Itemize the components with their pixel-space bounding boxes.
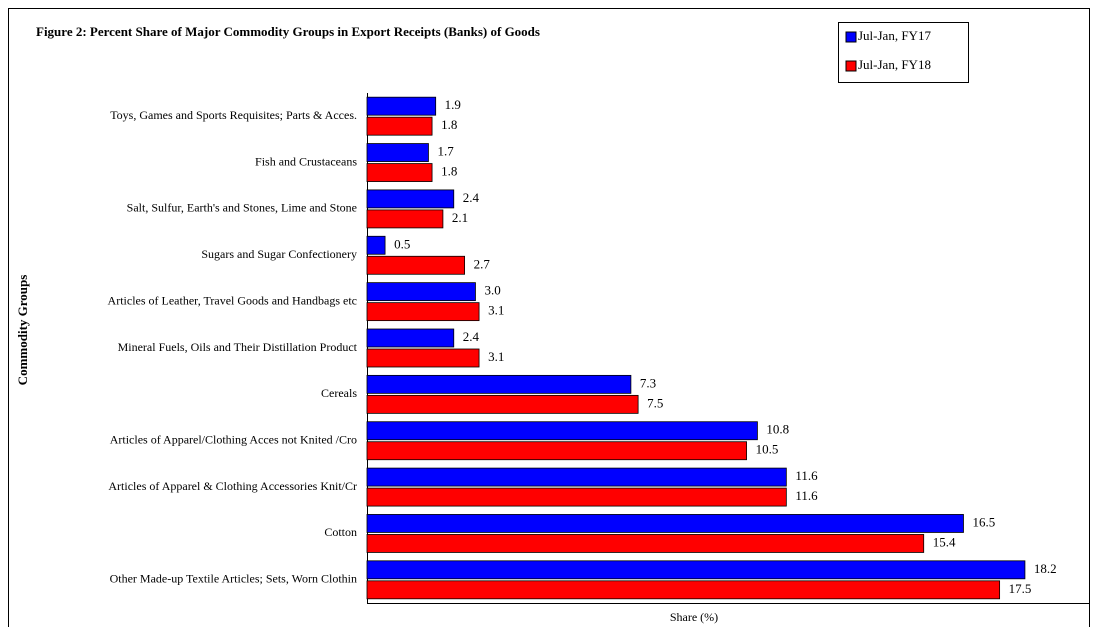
data-label: 1.9 — [445, 97, 461, 112]
y-tick-label: Articles of Apparel & Clothing Accessori… — [108, 479, 357, 493]
data-label: 3.1 — [488, 303, 504, 318]
bar — [366, 514, 964, 533]
y-tick-label: Other Made-up Textile Articles; Sets, Wo… — [110, 572, 357, 586]
bar — [366, 441, 747, 461]
data-label: 1.8 — [441, 117, 457, 132]
bar — [366, 580, 1001, 600]
bar — [366, 467, 787, 487]
data-label: 10.8 — [766, 422, 789, 437]
y-tick-label: Cotton — [324, 525, 357, 539]
data-label: 1.8 — [441, 164, 457, 179]
data-label: 15.4 — [933, 534, 956, 549]
bar — [366, 96, 437, 116]
bar — [366, 348, 480, 368]
y-tick-label: Cereals — [321, 386, 357, 400]
bar — [366, 560, 1026, 580]
data-label: 10.5 — [756, 442, 779, 457]
data-label: 11.6 — [795, 488, 818, 503]
data-label: 3.0 — [484, 283, 500, 298]
y-tick-label: Toys, Games and Sports Requisites; Parts… — [110, 108, 357, 122]
data-label: 7.3 — [640, 375, 656, 390]
legend-label: Jul-Jan, FY18 — [858, 57, 931, 72]
data-label: 11.6 — [795, 468, 818, 483]
y-tick-label: Sugars and Sugar Confectionery — [201, 247, 357, 261]
bar — [366, 189, 455, 209]
data-label: 16.5 — [972, 514, 995, 529]
bar — [366, 394, 639, 414]
bar — [366, 163, 433, 182]
bar — [366, 143, 429, 162]
data-label: 7.5 — [647, 395, 663, 410]
bar — [366, 534, 925, 553]
data-label: 2.4 — [463, 190, 480, 205]
y-axis-label: Commodity Groups — [15, 275, 30, 386]
data-label: 2.4 — [463, 329, 480, 344]
data-label: 1.7 — [437, 144, 454, 159]
y-tick-label: Mineral Fuels, Oils and Their Distillati… — [118, 340, 358, 354]
y-tick-label: Fish and Crustaceans — [255, 154, 357, 168]
bar — [366, 302, 480, 322]
frame — [8, 8, 1090, 627]
legend-swatch — [845, 60, 857, 72]
bar — [366, 282, 476, 302]
bar — [366, 255, 466, 275]
y-tick-label: Salt, Sulfur, Earth's and Stones, Lime a… — [127, 201, 357, 215]
bar — [366, 209, 444, 229]
data-label: 17.5 — [1009, 581, 1032, 596]
data-label: 2.7 — [474, 256, 491, 271]
bar — [366, 421, 758, 441]
bar — [366, 328, 455, 348]
bar — [366, 116, 433, 136]
bar — [366, 235, 386, 255]
legend-swatch — [845, 31, 857, 43]
data-label: 0.5 — [394, 236, 410, 251]
data-label: 18.2 — [1034, 561, 1057, 576]
x-axis-label: Share (%) — [670, 610, 718, 624]
bar — [366, 374, 632, 394]
legend — [838, 22, 969, 83]
legend-label: Jul-Jan, FY17 — [858, 28, 931, 43]
y-tick-label: Articles of Leather, Travel Goods and Ha… — [108, 293, 357, 307]
bar — [366, 487, 787, 507]
data-label: 2.1 — [452, 210, 468, 225]
data-label: 3.1 — [488, 349, 504, 364]
y-tick-label: Articles of Apparel/Clothing Acces not K… — [110, 432, 357, 446]
chart-title: Figure 2: Percent Share of Major Commodi… — [36, 24, 540, 39]
